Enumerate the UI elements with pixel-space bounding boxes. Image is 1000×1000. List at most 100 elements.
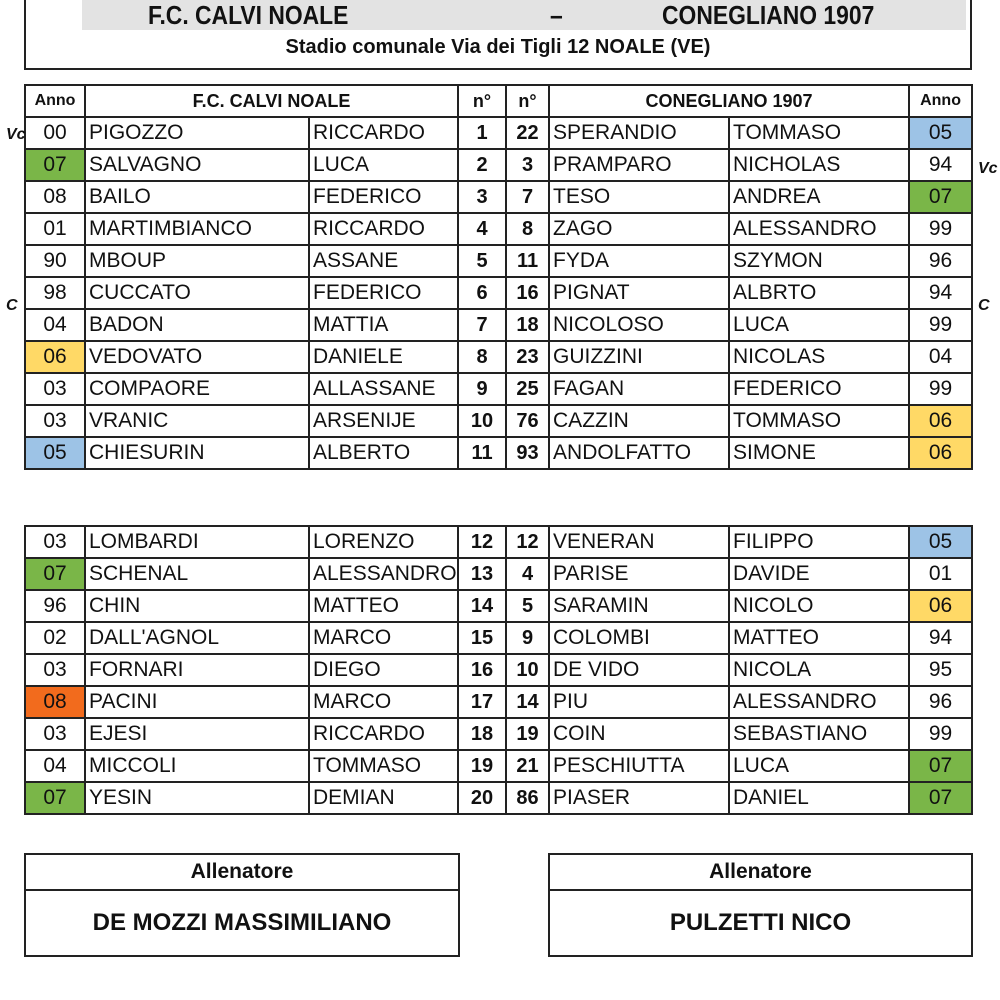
title-dash: – bbox=[550, 0, 563, 30]
home-coach-label: Allenatore bbox=[26, 855, 458, 891]
home-shirt-number: 6 bbox=[457, 276, 508, 310]
home-birth-year: 08 bbox=[24, 180, 86, 214]
away-surname: ANDOLFATTO bbox=[548, 436, 731, 470]
away-first-name: MATTEO bbox=[728, 621, 910, 655]
away-first-name: ANDREA bbox=[728, 180, 911, 214]
away-shirt-number: 25 bbox=[505, 372, 551, 406]
away-birth-year: 06 bbox=[908, 589, 973, 623]
away-shirt-number: 9 bbox=[505, 621, 550, 655]
starter-row: 98 CUCCATO FEDERICO 6 16 PIGNAT ALBRTO 94 bbox=[24, 276, 974, 310]
away-birth-year: 06 bbox=[908, 404, 974, 438]
substitute-row: 02 DALL'AGNOL MARCO 15 9 COLOMBI MATTEO 94 bbox=[24, 621, 973, 655]
home-first-name: FEDERICO bbox=[307, 276, 460, 310]
home-role-marker: Vc bbox=[6, 126, 26, 143]
home-surname: BAILO bbox=[84, 180, 310, 214]
home-birth-year: 90 bbox=[24, 244, 86, 278]
away-birth-year: 07 bbox=[908, 180, 974, 214]
home-birth-year: 06 bbox=[24, 340, 86, 374]
away-surname: SARAMIN bbox=[548, 589, 730, 623]
away-birth-year: 99 bbox=[908, 717, 973, 751]
home-surname: MBOUP bbox=[84, 244, 310, 278]
away-coach-box: Allenatore PULZETTI NICO bbox=[548, 853, 973, 957]
away-birth-year: 06 bbox=[908, 436, 974, 470]
away-first-name: TOMMASO bbox=[728, 404, 911, 438]
away-birth-year: 94 bbox=[908, 148, 974, 182]
home-surname: FORNARI bbox=[84, 653, 310, 687]
away-first-name: SZYMON bbox=[728, 244, 911, 278]
starter-row: 07 SALVAGNO LUCA 2 3 PRAMPARO NICHOLAS 94 bbox=[24, 148, 974, 182]
match-header: F.C. CALVI NOALE – CONEGLIANO 1907 Stadi… bbox=[24, 0, 972, 70]
away-surname: CAZZIN bbox=[548, 404, 731, 438]
home-shirt-number: 1 bbox=[457, 116, 508, 150]
home-shirt-number: 11 bbox=[457, 436, 508, 470]
away-birth-year: 07 bbox=[908, 781, 973, 815]
away-first-name: DAVIDE bbox=[728, 557, 910, 591]
home-surname: CUCCATO bbox=[84, 276, 310, 310]
home-surname: CHIESURIN bbox=[84, 436, 310, 470]
away-surname: COIN bbox=[548, 717, 730, 751]
home-first-name: ASSANE bbox=[307, 244, 460, 278]
away-shirt-number: 10 bbox=[505, 653, 550, 687]
home-birth-year: 03 bbox=[24, 717, 86, 751]
substitute-row: 96 CHIN MATTEO 14 5 SARAMIN NICOLO 06 bbox=[24, 589, 973, 623]
substitute-row: 03 FORNARI DIEGO 16 10 DE VIDO NICOLA 95 bbox=[24, 653, 973, 687]
home-surname: PIGOZZO bbox=[84, 116, 310, 150]
home-surname: SCHENAL bbox=[84, 557, 310, 591]
substitute-row: 04 MICCOLI TOMMASO 19 21 PESCHIUTTA LUCA 07 bbox=[24, 749, 973, 783]
home-first-name: RICCARDO bbox=[308, 717, 459, 751]
away-shirt-number: 3 bbox=[505, 148, 551, 182]
home-birth-year: 03 bbox=[24, 653, 86, 687]
away-birth-year: 95 bbox=[908, 653, 973, 687]
away-first-name: ALESSANDRO bbox=[728, 212, 911, 246]
away-surname: FAGAN bbox=[548, 372, 731, 406]
starter-row: 03 COMPAORE ALLASSANE 9 25 FAGAN FEDERICO 99 bbox=[24, 372, 974, 406]
home-shirt-number: 16 bbox=[457, 653, 507, 687]
home-surname: BADON bbox=[84, 308, 310, 342]
away-birth-year: 05 bbox=[908, 525, 973, 559]
away-surname: PIGNAT bbox=[548, 276, 731, 310]
home-shirt-number: 19 bbox=[457, 749, 507, 783]
away-first-name: NICOLA bbox=[728, 653, 910, 687]
home-first-name: LUCA bbox=[307, 148, 460, 182]
away-shirt-number: 11 bbox=[505, 244, 551, 278]
home-surname: MARTIMBIANCO bbox=[84, 212, 310, 246]
home-shirt-number: 5 bbox=[457, 244, 508, 278]
away-first-name: FILIPPO bbox=[728, 525, 910, 559]
away-shirt-number: 12 bbox=[505, 525, 550, 559]
venue: Stadio comunale Via dei Tigli 12 NOALE (… bbox=[285, 36, 711, 58]
away-shirt-number: 14 bbox=[505, 685, 550, 719]
starter-row: 90 MBOUP ASSANE 5 11 FYDA SZYMON 96 bbox=[24, 244, 974, 278]
home-first-name: MATTIA bbox=[307, 308, 460, 342]
home-shirt-number: 13 bbox=[457, 557, 507, 591]
home-birth-year: 04 bbox=[24, 749, 86, 783]
home-birth-year: 03 bbox=[24, 372, 86, 406]
home-shirt-number: 7 bbox=[457, 308, 508, 342]
away-birth-year: 94 bbox=[908, 276, 974, 310]
away-shirt-number: 93 bbox=[505, 436, 551, 470]
home-shirt-number: 14 bbox=[457, 589, 507, 623]
substitute-row: 03 EJESI RICCARDO 18 19 COIN SEBASTIANO 99 bbox=[24, 717, 973, 751]
num-header-away: n° bbox=[505, 84, 551, 118]
starter-row: 06 VEDOVATO DANIELE 8 23 GUIZZINI NICOLAS 04 bbox=[24, 340, 974, 374]
starter-row: 00 PIGOZZO RICCARDO 1 22 SPERANDIO TOMMASO 05 bbox=[24, 116, 974, 150]
home-first-name: ALBERTO bbox=[307, 436, 460, 470]
home-surname: PACINI bbox=[84, 685, 310, 719]
away-surname: NICOLOSO bbox=[548, 308, 731, 342]
substitute-row: 03 LOMBARDI LORENZO 12 12 VENERAN FILIPPO 05 bbox=[24, 525, 973, 559]
home-coach-name: DE MOZZI MASSIMILIANO bbox=[92, 909, 392, 936]
away-birth-year: 94 bbox=[908, 621, 973, 655]
home-surname: YESIN bbox=[84, 781, 310, 815]
away-surname: PIU bbox=[548, 685, 730, 719]
away-shirt-number: 7 bbox=[505, 180, 551, 214]
home-shirt-number: 20 bbox=[457, 781, 507, 815]
away-first-name: NICHOLAS bbox=[728, 148, 911, 182]
away-birth-year: 96 bbox=[908, 244, 974, 278]
home-first-name: MARCO bbox=[308, 685, 459, 719]
home-first-name: FEDERICO bbox=[307, 180, 460, 214]
home-birth-year: 00 bbox=[24, 116, 86, 150]
home-first-name: RICCARDO bbox=[307, 116, 460, 150]
home-shirt-number: 8 bbox=[457, 340, 508, 374]
home-surname: DALL'AGNOL bbox=[84, 621, 310, 655]
home-birth-year: 07 bbox=[24, 781, 86, 815]
home-first-name: LORENZO bbox=[308, 525, 459, 559]
